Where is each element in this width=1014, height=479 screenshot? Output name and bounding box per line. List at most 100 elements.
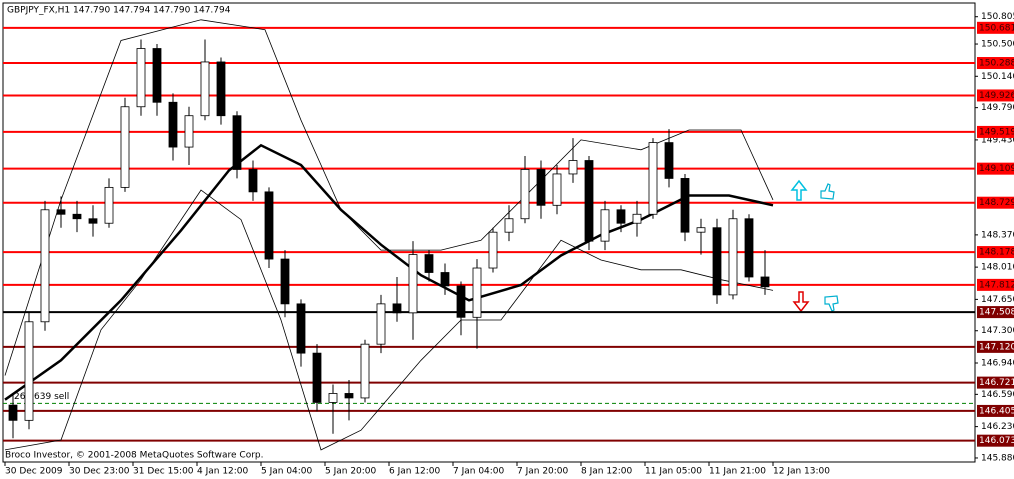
y-tick-label: 149.430 xyxy=(981,135,1014,145)
chart-title: GBPJPY_FX,H1 147.790 147.794 147.790 147… xyxy=(7,6,231,16)
down-arrow xyxy=(792,291,810,313)
candle-body xyxy=(472,267,482,318)
level-label-box xyxy=(977,196,1014,209)
level-label-box xyxy=(977,89,1014,102)
y-tick-label: 149.790 xyxy=(981,103,1014,113)
level-label-box xyxy=(977,376,1014,389)
x-tick-label: 7 Jan 04:00 xyxy=(453,467,505,477)
candle-body xyxy=(584,160,594,242)
level-label: 146.405 xyxy=(979,406,1014,416)
candle-body xyxy=(616,209,626,224)
thumb-down-icon xyxy=(824,295,839,312)
level-label: 149.519 xyxy=(979,127,1014,137)
candle-body xyxy=(536,169,546,206)
candle-body xyxy=(488,231,498,269)
y-tick-label: 146.590 xyxy=(981,390,1014,400)
level-label: 150.681 xyxy=(979,23,1014,33)
y-tick-label: 147.300 xyxy=(981,326,1014,336)
level-label: 148.729 xyxy=(979,198,1014,208)
level-label-box xyxy=(977,306,1014,319)
x-tick-label: 5 Jan 04:00 xyxy=(261,467,313,477)
indicator-line xyxy=(4,143,774,401)
level-label-box xyxy=(977,278,1014,291)
candle-body xyxy=(120,106,130,188)
y-tick-label: 146.940 xyxy=(981,358,1014,368)
order-label: 269.639 sell xyxy=(14,392,69,402)
candle-body xyxy=(696,227,706,233)
candle-body xyxy=(72,213,82,220)
candle-body xyxy=(344,393,354,399)
y-tick-label: 150.500 xyxy=(981,40,1014,50)
candle-body xyxy=(328,393,338,403)
level-label-box xyxy=(977,434,1014,447)
y-tick-label: 150.140 xyxy=(981,72,1014,82)
level-label: 150.288 xyxy=(979,59,1014,69)
candle-body xyxy=(24,321,34,421)
level-label: 149.109 xyxy=(979,164,1014,174)
level-label: 146.721 xyxy=(979,378,1014,388)
candle-body xyxy=(664,142,674,179)
candle-body xyxy=(360,343,370,399)
candle-body xyxy=(744,218,754,278)
candle-body xyxy=(88,218,98,224)
y-tick-label: 150.805 xyxy=(981,12,1014,22)
level-label-box xyxy=(977,404,1014,417)
candle-body xyxy=(504,218,514,233)
level-label-box xyxy=(977,246,1014,259)
candle-body xyxy=(8,404,18,421)
level-label: 146.073 xyxy=(979,436,1014,446)
candle-body xyxy=(296,303,306,354)
x-tick-label: 12 Jan 13:00 xyxy=(773,467,830,477)
level-label: 147.120 xyxy=(979,342,1014,352)
x-tick-label: 4 Jan 12:00 xyxy=(197,467,249,477)
candle-body xyxy=(632,213,642,224)
y-tick-label: 147.650 xyxy=(981,295,1014,305)
level-label: 147.508 xyxy=(979,308,1014,318)
candle-body xyxy=(152,48,162,103)
thumb-up-icon xyxy=(820,183,835,200)
candle-body xyxy=(728,218,738,296)
candle-body xyxy=(520,169,530,220)
x-tick-label: 30 Dec 23:00 xyxy=(69,467,130,477)
x-tick-label: 11 Jan 21:00 xyxy=(709,467,766,477)
up-arrow xyxy=(790,179,808,201)
candle-body xyxy=(280,258,290,305)
level-label-box xyxy=(977,162,1014,175)
copyright: Broco Investor, © 2001-2008 MetaQuotes S… xyxy=(5,451,264,461)
indicator-line xyxy=(4,19,774,376)
candle-body xyxy=(248,169,258,193)
candle-body xyxy=(40,209,50,323)
candle-body xyxy=(440,272,450,287)
candle-body xyxy=(648,142,658,215)
y-tick-label: 145.880 xyxy=(981,453,1014,463)
candle-body xyxy=(312,352,322,403)
candle-body xyxy=(712,227,722,296)
level-label-box xyxy=(977,340,1014,353)
candle-body xyxy=(168,101,178,148)
x-tick-label: 8 Jan 12:00 xyxy=(581,467,633,477)
x-tick-label: 31 Dec 15:00 xyxy=(133,467,194,477)
indicator-line xyxy=(4,189,774,451)
candle-body xyxy=(376,303,386,345)
level-label-box xyxy=(977,125,1014,138)
y-tick-label: 148.370 xyxy=(981,230,1014,240)
candle-body xyxy=(424,254,434,273)
candle-body xyxy=(264,191,274,260)
candle-body xyxy=(200,61,210,117)
candle-body xyxy=(456,285,466,318)
candle-body xyxy=(392,303,402,314)
candle-body xyxy=(408,254,418,314)
y-tick-label: 148.010 xyxy=(981,263,1014,273)
candle-body xyxy=(760,276,770,288)
level-label-box xyxy=(977,57,1014,70)
y-tick-label: 146.230 xyxy=(981,422,1014,432)
candle-body xyxy=(232,115,242,170)
candle-body xyxy=(600,209,610,242)
x-tick-label: 5 Jan 20:00 xyxy=(325,467,377,477)
candle-body xyxy=(680,178,690,233)
x-tick-label: 7 Jan 20:00 xyxy=(517,467,569,477)
candle-body xyxy=(136,48,146,108)
candle-body xyxy=(568,160,578,175)
level-label-box xyxy=(977,21,1014,34)
